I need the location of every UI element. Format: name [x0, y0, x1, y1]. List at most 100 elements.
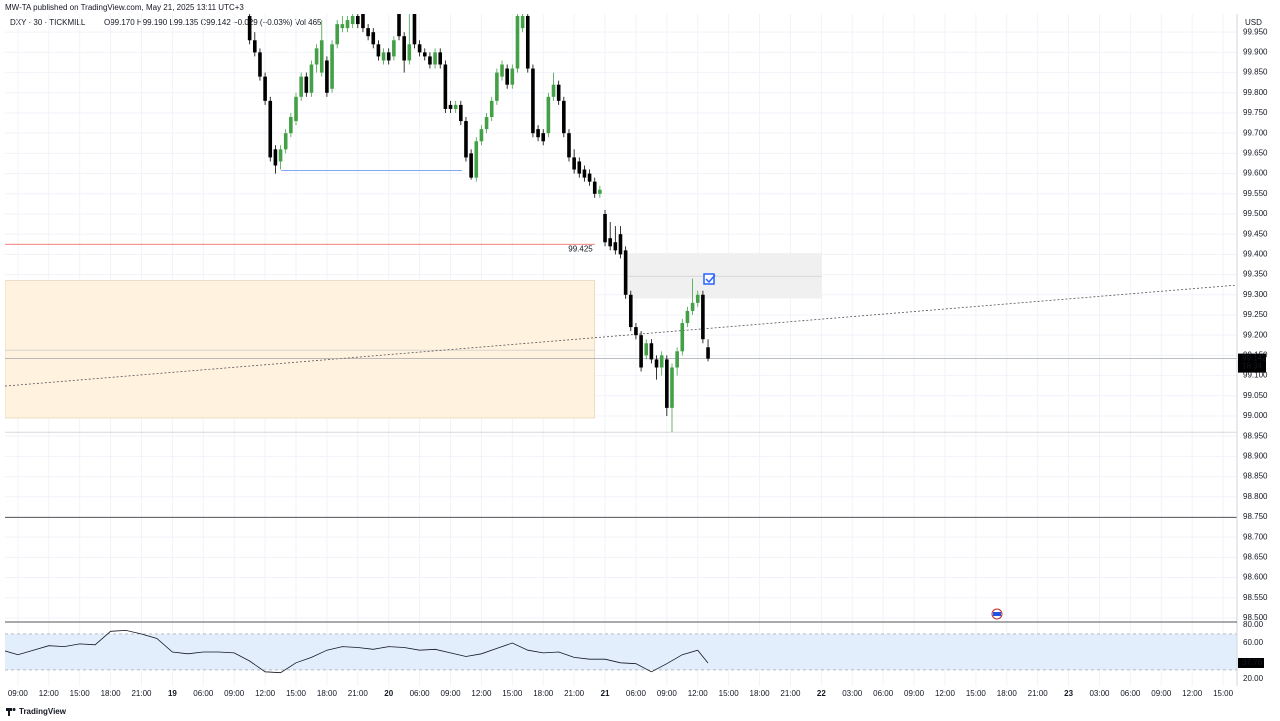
- countdown: 18:34: [1242, 362, 1263, 371]
- candle-body: [562, 100, 566, 134]
- x-tick-label: 12:00: [471, 689, 492, 698]
- candle-body: [428, 56, 432, 65]
- candle-body: [438, 52, 443, 65]
- candle-body: [412, 14, 417, 45]
- y-tick-label: 98.850: [1243, 472, 1268, 481]
- x-tick-label: 21:00: [131, 689, 152, 698]
- candle-body: [618, 234, 623, 255]
- y-tick-label: 98.950: [1243, 431, 1268, 440]
- candle-body: [345, 20, 350, 29]
- y-tick-label: 99.600: [1243, 169, 1268, 178]
- y-tick-label: 98.700: [1243, 532, 1268, 541]
- candle-body: [309, 64, 314, 93]
- x-tick-label: 22: [817, 689, 826, 698]
- x-tick-label: 06:00: [193, 689, 214, 698]
- candle-body: [474, 141, 479, 178]
- box: [625, 253, 822, 299]
- y-tick-label: 99.650: [1243, 148, 1268, 157]
- candle-body: [459, 104, 463, 122]
- candle-body: [531, 68, 535, 134]
- candle-body: [453, 104, 458, 109]
- y-tick-label: 99.250: [1243, 310, 1268, 319]
- x-tick-label: 12:00: [39, 689, 60, 698]
- candle-body: [350, 16, 355, 25]
- candle-body: [613, 242, 618, 251]
- candle-body: [268, 100, 273, 158]
- ohlc: O99.170 H99.190 L99.135 C99.142 −0.029 (…: [104, 18, 322, 27]
- candle-body: [252, 40, 257, 53]
- candle-body: [299, 76, 303, 97]
- candle-body: [376, 44, 381, 57]
- check-mark: [705, 274, 716, 284]
- candle-body: [701, 294, 705, 340]
- candle-body: [603, 213, 607, 243]
- candle-body: [392, 40, 396, 57]
- y-tick-label: 99.950: [1243, 27, 1268, 36]
- x-tick-label: 03:00: [1089, 689, 1110, 698]
- candle-body: [525, 16, 530, 69]
- y-tick-label: 99.750: [1243, 108, 1268, 117]
- candle-body: [407, 44, 412, 61]
- candle-body: [628, 294, 633, 328]
- candle-body: [273, 149, 278, 166]
- candle-body: [289, 117, 293, 134]
- x-tick-label: 12:00: [688, 689, 709, 698]
- y-tick-label: 99.000: [1243, 411, 1268, 420]
- candle-body: [510, 68, 515, 85]
- y-tick-label: 99.300: [1243, 290, 1268, 299]
- candle-body: [263, 76, 267, 101]
- candle-body: [598, 189, 602, 194]
- y-tick-label: 99.500: [1243, 209, 1268, 218]
- candle-body: [577, 161, 582, 174]
- x-tick-label: 09:00: [8, 689, 29, 698]
- candle-body: [278, 149, 283, 162]
- candle-body: [551, 84, 556, 97]
- rsi-tick-label: 60.00: [1243, 638, 1264, 647]
- zone: [5, 280, 596, 419]
- y-tick-label: 99.350: [1243, 270, 1268, 279]
- candle-body: [402, 36, 406, 61]
- x-tick-label: 15:00: [1213, 689, 1234, 698]
- candle-body: [371, 32, 376, 45]
- x-tick-label: 19: [168, 689, 177, 698]
- x-tick-label: 09:00: [657, 689, 678, 698]
- currency: USD: [1245, 18, 1262, 27]
- x-tick-label: 18:00: [533, 689, 554, 698]
- y-tick-label: 99.400: [1243, 249, 1268, 258]
- layer: [5, 169, 1237, 518]
- y-tick-label: 98.800: [1243, 492, 1268, 501]
- candle-body: [706, 347, 710, 359]
- candle-body: [582, 169, 587, 178]
- rsi-band: [5, 633, 1237, 670]
- candle-body: [520, 16, 525, 29]
- x-tick-label: 21: [601, 689, 610, 698]
- candle-body: [340, 24, 345, 29]
- candle-body: [670, 367, 674, 408]
- candle-body: [469, 153, 473, 178]
- symbol: DXY · 30 · TICKMILL: [10, 18, 86, 27]
- candle-body: [386, 52, 391, 61]
- x-tick-label: 03:00: [842, 689, 863, 698]
- x-tick-label: 18:00: [750, 689, 771, 698]
- y-tick-label: 98.650: [1243, 552, 1268, 561]
- rsi-line: [5, 629, 709, 674]
- candle-body: [608, 238, 612, 247]
- x-tick-label: 06:00: [873, 689, 894, 698]
- rsi-last: 37.76: [1242, 658, 1263, 667]
- check-icon[interactable]: [703, 273, 715, 285]
- candle-body: [665, 359, 669, 408]
- y-tick-label: 99.050: [1243, 391, 1268, 400]
- x-tick-label: 21:00: [564, 689, 585, 698]
- x-tick-label: 12:00: [1182, 689, 1203, 698]
- y-tick-label: 99.450: [1243, 229, 1268, 238]
- candle-body: [654, 359, 659, 368]
- y-tick-label: 99.850: [1243, 68, 1268, 77]
- x-tick-label: 12:00: [255, 689, 276, 698]
- candle-body: [283, 133, 288, 150]
- candle-body: [417, 44, 422, 53]
- candle-body: [433, 52, 437, 65]
- last-price-box: [1238, 353, 1266, 373]
- y-tick-label: 98.500: [1243, 613, 1268, 622]
- x-tick-label: 15:00: [70, 689, 91, 698]
- layer: [5, 629, 1237, 674]
